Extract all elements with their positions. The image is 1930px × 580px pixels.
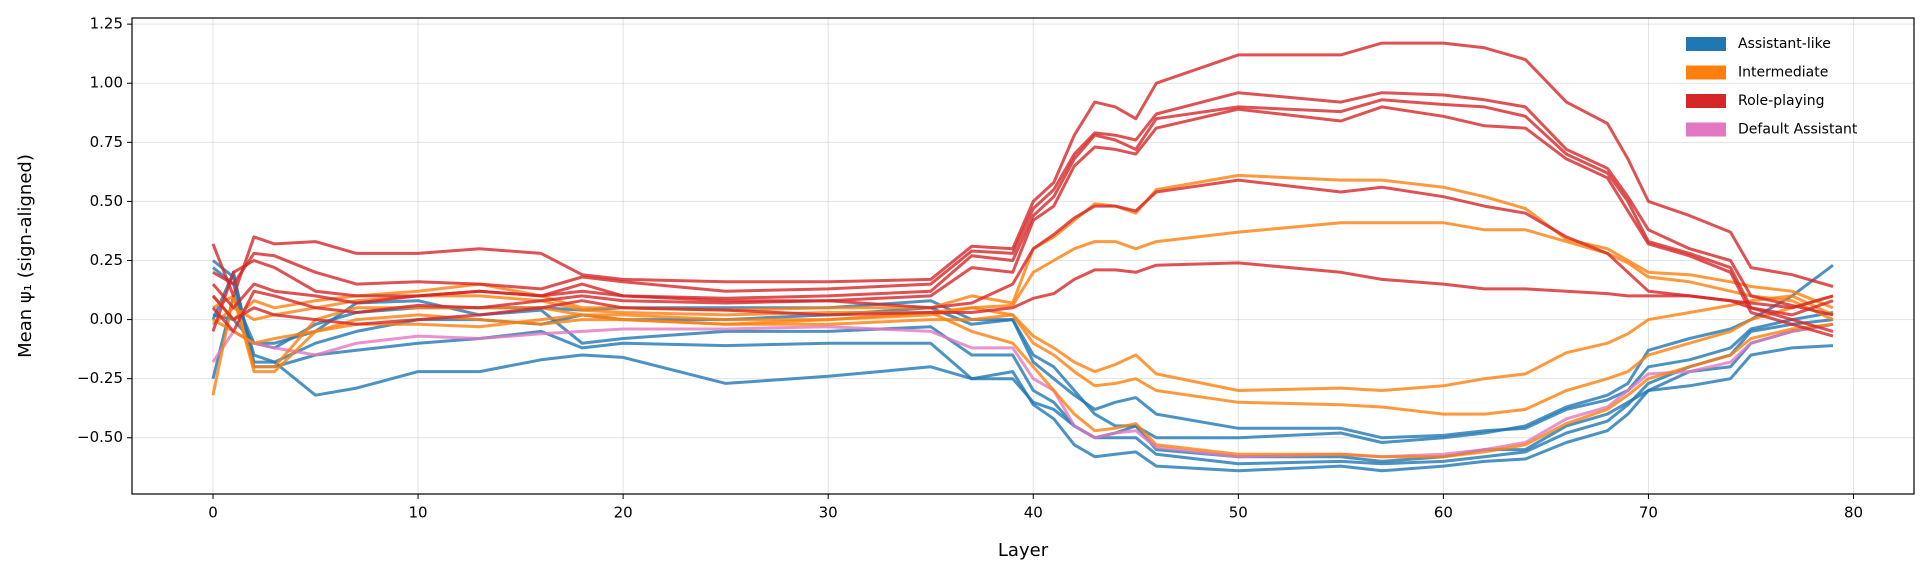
x-tick-label: 80 — [1844, 504, 1863, 522]
y-tick-label: 0.00 — [90, 310, 123, 328]
series-line — [211, 261, 1834, 326]
series-line — [212, 299, 1834, 440]
series-line — [211, 322, 1834, 459]
grid — [132, 18, 1914, 494]
x-axis-label: Layer — [998, 540, 1049, 561]
legend-label: Role-playing — [1738, 93, 1825, 109]
legend-swatch — [1686, 122, 1726, 137]
series-line — [212, 294, 1834, 416]
y-tick-label: 0.50 — [90, 192, 123, 210]
series-line — [211, 105, 1834, 338]
x-tick-label: 20 — [614, 504, 633, 522]
series-line — [212, 91, 1834, 317]
y-tick-label: 1.00 — [90, 74, 123, 92]
y-tick-label: −0.50 — [77, 428, 123, 446]
x-tick-label: 30 — [819, 504, 838, 522]
lines — [211, 41, 1834, 473]
y-tick-label: 1.25 — [90, 15, 123, 33]
series-line — [211, 294, 1834, 396]
series-line — [211, 178, 1834, 332]
legend-swatch — [1686, 37, 1726, 51]
x-tick-label: 40 — [1024, 504, 1043, 522]
x-tick-label: 70 — [1639, 504, 1658, 522]
y-tick-label: 0.25 — [90, 251, 123, 269]
y-axis-label: Mean ψ₁ (sign-aligned) — [15, 154, 36, 358]
x-tick-label: 0 — [208, 504, 218, 522]
x-tick-label: 10 — [409, 504, 428, 522]
legend-label: Intermediate — [1738, 65, 1828, 81]
plot-frame — [131, 17, 1915, 495]
series-line — [211, 41, 1834, 298]
legend-label: Default Assistant — [1738, 122, 1858, 138]
y-tick-label: −0.25 — [77, 369, 123, 387]
y-tick-label: 0.75 — [90, 133, 123, 151]
legend-label: Assistant-like — [1738, 36, 1831, 52]
legend-swatch — [1686, 94, 1726, 108]
legend-swatch — [1686, 65, 1726, 80]
series-line — [211, 270, 1834, 473]
series-line — [212, 311, 1834, 459]
x-tick-label: 50 — [1229, 504, 1248, 522]
x-tick-label: 60 — [1434, 504, 1453, 522]
